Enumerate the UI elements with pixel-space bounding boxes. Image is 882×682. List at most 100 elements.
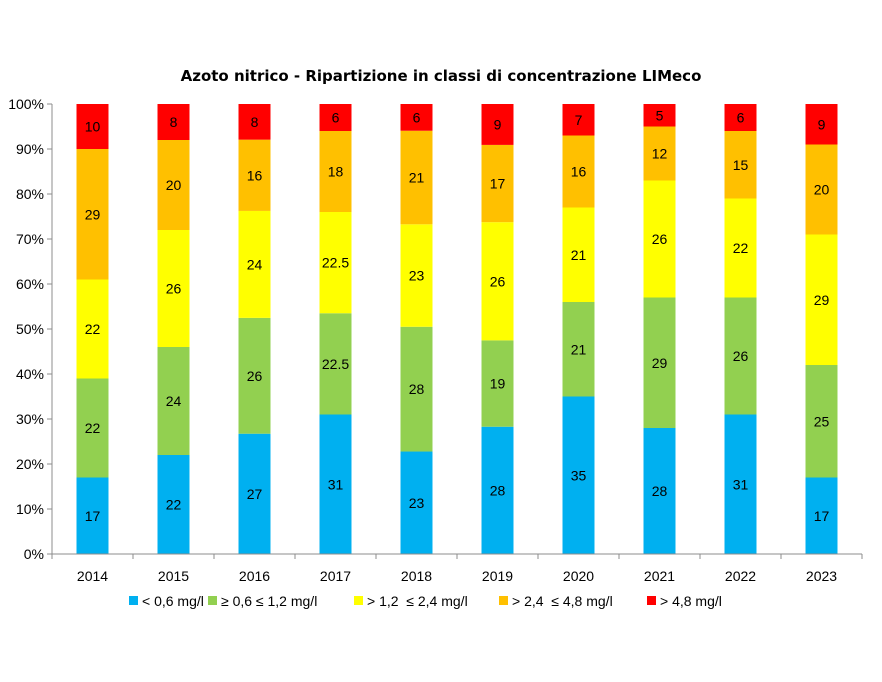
bar-segment [238, 433, 271, 554]
y-tick-label: 100% [8, 96, 44, 112]
data-label: 15 [733, 157, 749, 173]
bar-segment [562, 396, 595, 554]
data-label: 9 [494, 116, 502, 132]
data-label: 31 [328, 476, 344, 492]
bar-segment [562, 207, 595, 302]
data-label: 19 [490, 376, 506, 392]
data-label: 8 [170, 114, 178, 130]
data-label: 7 [575, 112, 583, 128]
y-tick-label: 40% [16, 366, 44, 382]
y-tick-label: 70% [16, 231, 44, 247]
x-tick-label: 2023 [806, 568, 837, 584]
bar-segment [76, 477, 109, 554]
data-label: 28 [490, 482, 506, 498]
bar-segment [76, 279, 109, 379]
data-label: 21 [409, 170, 425, 186]
data-label: 21 [571, 341, 587, 357]
data-label: 20 [166, 177, 182, 193]
data-label: 23 [409, 495, 425, 511]
bar-segment [238, 139, 271, 211]
bar-segment [562, 135, 595, 208]
data-label: 17 [85, 508, 101, 524]
legend-swatch [499, 596, 508, 605]
x-tick-label: 2020 [563, 568, 594, 584]
data-label: 21 [571, 247, 587, 263]
data-label: 5 [656, 107, 664, 123]
bar-segment [724, 297, 757, 415]
bar-segment [805, 477, 838, 554]
bar-segment [319, 212, 352, 314]
legend: < 0,6 mg/l ≥ 0,6 ≤ 1,2 mg/l > 1,2 ≤ 2,4 mg… [129, 593, 722, 609]
data-label: 12 [652, 146, 668, 162]
data-label: 24 [166, 393, 182, 409]
y-tick-label: 60% [16, 276, 44, 292]
bar-segment [481, 222, 514, 341]
data-label: 22 [733, 240, 749, 256]
data-label: 16 [571, 164, 587, 180]
bar-segment [400, 224, 433, 327]
bar-segment [481, 144, 514, 223]
bar-segment [562, 104, 595, 136]
legend-label: > 1,2 ≤ 2,4 mg/l [367, 593, 468, 609]
bar-segment [400, 451, 433, 554]
x-tick-label: 2021 [644, 568, 675, 584]
data-labels: 17 22 22 29 10 22 24 26 20 8 27 26 24 16 8 31 22.5 22.5 18… [85, 107, 830, 524]
data-label: 22 [85, 420, 101, 436]
bar-segment [724, 131, 757, 199]
legend-swatch [647, 596, 656, 605]
chart-title: Azoto nitrico - Ripartizione in classi d… [181, 67, 702, 85]
bar-segment [76, 104, 109, 149]
data-label: 23 [409, 268, 425, 284]
data-label: 17 [490, 176, 506, 192]
y-tick-label: 80% [16, 186, 44, 202]
bar-segment [238, 317, 271, 434]
x-tick-label: 2016 [239, 568, 270, 584]
data-label: 26 [733, 348, 749, 364]
data-label: 6 [332, 110, 340, 126]
bar-segment [805, 365, 838, 478]
x-axis: 2014 2015 2016 2017 2018 2019 2020 2021 2022 2023 [51, 553, 863, 584]
data-label: 22.5 [322, 255, 349, 271]
bar-segment [724, 414, 757, 554]
data-label: 22 [85, 321, 101, 337]
legend-label: > 2,4 ≤ 4,8 mg/l [512, 593, 613, 609]
bar-segment [157, 230, 190, 347]
legend-label: ≥ 0,6 ≤ 1,2 mg/l [221, 593, 317, 609]
data-label: 29 [85, 206, 101, 222]
legend-swatch [129, 596, 138, 605]
y-tick-label: 10% [16, 501, 44, 517]
bar-segment [319, 131, 352, 212]
y-axis: 0% 10% 20% 30% 40% 50% 60% 70% 80% 90% 100% [8, 96, 53, 562]
bar-segment [724, 198, 757, 298]
data-label: 26 [652, 231, 668, 247]
bar-segment [643, 180, 676, 298]
data-label: 18 [328, 164, 344, 180]
y-tick-label: 90% [16, 141, 44, 157]
data-label: 6 [737, 110, 745, 126]
bar-segment [481, 426, 514, 554]
data-label: 20 [814, 182, 830, 198]
bar-segment [481, 104, 514, 145]
bar-segment [805, 144, 838, 235]
data-label: 27 [247, 486, 263, 502]
data-label: 24 [247, 256, 263, 272]
data-label: 28 [409, 381, 425, 397]
legend-label: < 0,6 mg/l [142, 593, 204, 609]
bar-segment [157, 455, 190, 554]
x-tick-label: 2014 [77, 568, 108, 584]
data-label: 22.5 [322, 356, 349, 372]
bar-segment [319, 414, 352, 554]
data-label: 16 [247, 167, 263, 183]
bars [76, 104, 838, 554]
legend-label: > 4,8 mg/l [660, 593, 722, 609]
data-label: 10 [85, 119, 101, 135]
bar-segment [238, 210, 271, 318]
bar-segment [400, 104, 433, 131]
data-label: 35 [571, 467, 587, 483]
x-tick-label: 2018 [401, 568, 432, 584]
bar-segment [319, 313, 352, 415]
data-label: 28 [652, 483, 668, 499]
bar-segment [400, 326, 433, 452]
bar-segment [643, 428, 676, 554]
bar-segment [157, 347, 190, 455]
